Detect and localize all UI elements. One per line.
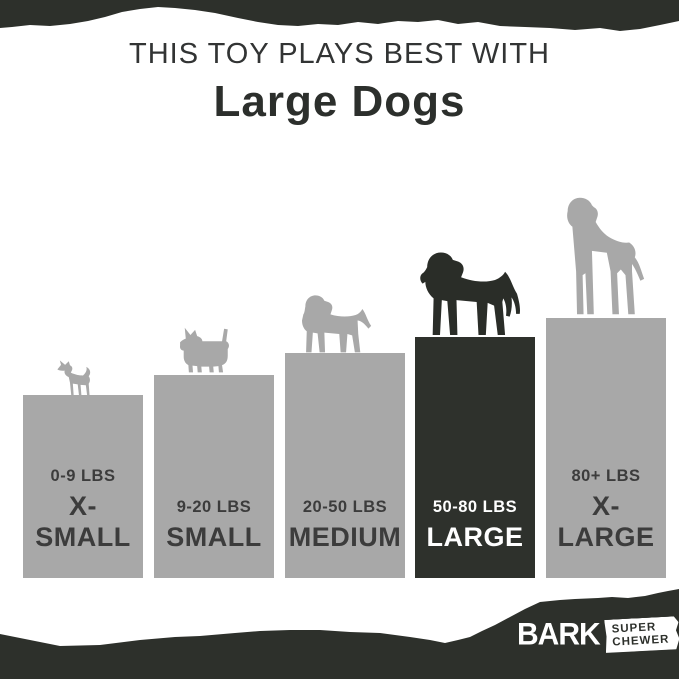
golden-retriever-icon xyxy=(420,252,520,335)
size-label: X-LARGE xyxy=(557,491,655,552)
size-label: MEDIUM xyxy=(288,522,402,552)
page-title: Large Dogs xyxy=(213,77,466,126)
header: THIS TOY PLAYS BEST WITH Large Dogs xyxy=(0,38,679,127)
bar-labels: 80+ LBS X-LARGE xyxy=(546,467,666,553)
torn-paper-top-edge xyxy=(0,0,679,31)
weight-range-label: 0-9 LBS xyxy=(50,467,116,485)
great-dane-icon xyxy=(567,197,645,315)
bar-small: 9-20 LBS SMALL xyxy=(154,375,274,578)
scottish-terrier-icon xyxy=(179,327,229,373)
weight-range-label: 20-50 LBS xyxy=(302,498,388,516)
size-label: LARGE xyxy=(426,522,524,552)
bar-labels: 9-20 LBS SMALL xyxy=(154,498,274,553)
weight-range-label: 80+ LBS xyxy=(571,467,641,485)
bar-large-highlighted: 50-80 LBS LARGE xyxy=(415,337,535,578)
labrador-icon xyxy=(302,295,372,353)
bar-x-large: 80+ LBS X-LARGE xyxy=(546,318,666,578)
size-label: X-SMALL xyxy=(35,491,131,552)
bar-labels: 0-9 LBS X-SMALL xyxy=(23,467,143,553)
weight-range-label: 50-80 LBS xyxy=(432,498,518,516)
weight-range-label: 9-20 LBS xyxy=(176,498,252,516)
bar-medium: 20-50 LBS MEDIUM xyxy=(285,353,405,578)
torn-paper-bottom-edge xyxy=(0,589,679,679)
chihuahua-icon xyxy=(57,360,91,395)
badge-line-chewer: CHEWER xyxy=(611,633,670,649)
size-label: SMALL xyxy=(166,522,262,552)
bar-x-small: 0-9 LBS X-SMALL xyxy=(23,395,143,578)
bar-labels: 50-80 LBS LARGE xyxy=(415,498,535,553)
bark-wordmark: BARK xyxy=(517,616,601,652)
super-chewer-badge: SUPER CHEWER xyxy=(604,616,679,653)
bark-super-chewer-logo: BARK SUPER CHEWER xyxy=(517,618,679,651)
bar-labels: 20-50 LBS MEDIUM xyxy=(285,498,405,553)
title-kicker: THIS TOY PLAYS BEST WITH xyxy=(129,38,550,70)
